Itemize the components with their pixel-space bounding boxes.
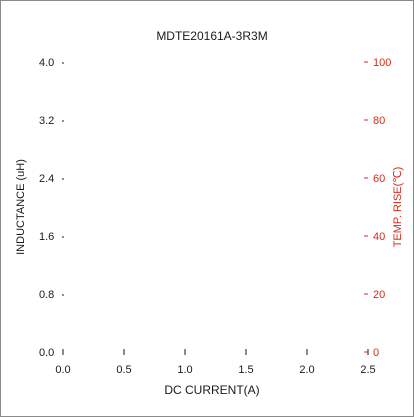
x-tick-label: 2.5: [360, 364, 375, 376]
y2-tick-label: 40: [373, 231, 385, 243]
y-tick-label: 3.2: [39, 115, 54, 127]
y2-tick-label: 60: [373, 173, 385, 185]
y-tick-label: 2.4: [39, 173, 54, 185]
y-axis-label: INDUCTANCE (uH): [15, 159, 27, 255]
y2-tick-label: 20: [373, 289, 385, 301]
y2-tick-label: 0: [373, 347, 379, 359]
x-tick-label: 2.0: [299, 364, 314, 376]
x-tick-label: 0.5: [116, 364, 131, 376]
y2-tick-label: 100: [373, 57, 391, 69]
y-tick-label: 1.6: [39, 231, 54, 243]
chart-title: MDTE20161A-3R3M: [156, 29, 267, 43]
x-tick-label: 1.0: [177, 364, 192, 376]
y-tick-label: 0.0: [39, 347, 54, 359]
x-tick-label: 0.0: [55, 364, 70, 376]
x-tick-label: 1.5: [238, 364, 253, 376]
x-axis-label: DC CURRENT(A): [164, 383, 259, 397]
y2-tick-label: 80: [373, 115, 385, 127]
y-tick-label: 4.0: [39, 57, 54, 69]
y-tick-label: 0.8: [39, 289, 54, 301]
y2-axis-label: TEMP. RISE(℃): [392, 167, 404, 248]
